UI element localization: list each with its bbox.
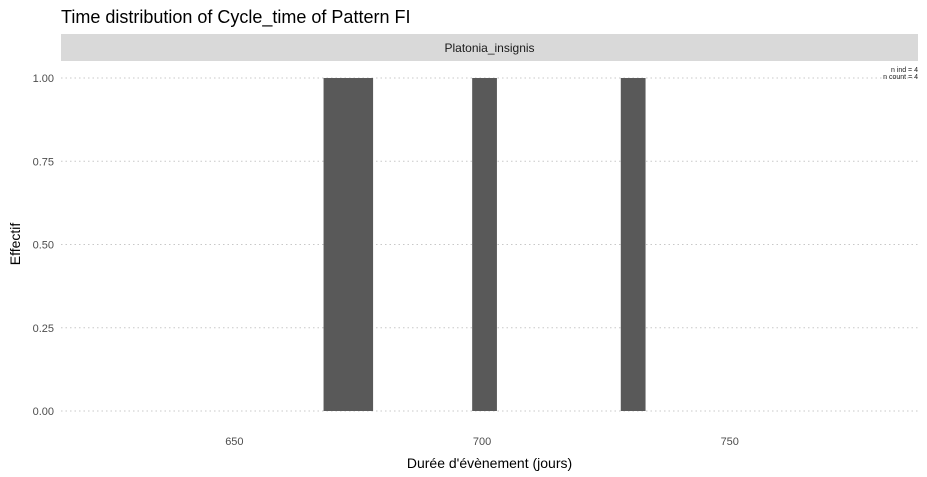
y-axis-title: Effectif (7, 223, 23, 266)
y-tick-label: 0.50 (33, 240, 54, 252)
annotation-line-1: n ind = 4 (891, 67, 918, 74)
bars (323, 78, 646, 411)
histogram-bar (472, 78, 497, 411)
x-tick-label: 750 (721, 436, 739, 448)
facet-label: Platonia_insignis (444, 41, 534, 55)
y-tick-label: 1.00 (33, 73, 54, 85)
facet-strip (61, 34, 918, 61)
histogram-bar (323, 78, 374, 411)
y-tick-label: 0.00 (33, 406, 54, 418)
annotation-line-2: n count = 4 (883, 74, 918, 81)
x-tick-label: 650 (225, 436, 243, 448)
annotation: n ind = 4 n count = 4 (883, 67, 918, 81)
y-tick-label: 0.25 (33, 323, 54, 335)
y-tick-label: 0.75 (33, 156, 54, 168)
x-tick-label: 700 (473, 436, 491, 448)
chart-title: Time distribution of Cycle_time of Patte… (61, 7, 410, 28)
histogram-bar (620, 78, 646, 411)
x-tick-labels: 650 700 750 (225, 436, 739, 448)
y-tick-labels: 0.00 0.25 0.50 0.75 1.00 (33, 73, 54, 418)
x-axis-title: Durée d'évènement (jours) (407, 455, 572, 471)
